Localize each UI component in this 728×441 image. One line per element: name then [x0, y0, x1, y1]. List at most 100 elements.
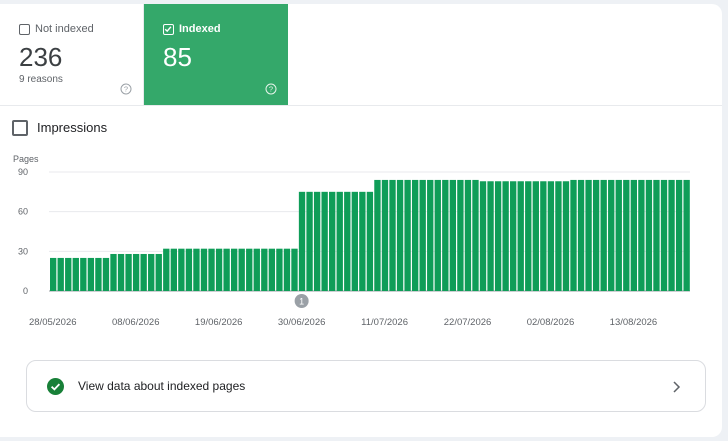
bar[interactable]: [185, 248, 193, 291]
bar[interactable]: [110, 253, 117, 291]
bar[interactable]: [57, 257, 64, 291]
bar[interactable]: [494, 181, 502, 291]
bar[interactable]: [479, 181, 487, 291]
bar[interactable]: [374, 179, 381, 291]
bar[interactable]: [253, 248, 260, 291]
bar[interactable]: [223, 248, 230, 291]
bar[interactable]: [457, 179, 464, 291]
bar[interactable]: [359, 191, 366, 291]
bar[interactable]: [50, 257, 57, 291]
bar[interactable]: [95, 257, 102, 291]
impressions-checkbox[interactable]: [12, 120, 28, 136]
bar[interactable]: [80, 257, 87, 291]
bar[interactable]: [215, 248, 223, 291]
bar[interactable]: [472, 179, 479, 291]
not-indexed-reasons: 9 reasons: [19, 74, 63, 85]
bar[interactable]: [208, 248, 215, 291]
not-indexed-checkbox[interactable]: [19, 24, 30, 35]
bar[interactable]: [411, 179, 419, 291]
bar[interactable]: [268, 248, 276, 291]
bar[interactable]: [381, 179, 389, 291]
bar[interactable]: [419, 179, 426, 291]
bar[interactable]: [313, 191, 321, 291]
bar[interactable]: [592, 179, 600, 291]
bar[interactable]: [351, 191, 358, 291]
bar[interactable]: [132, 253, 140, 291]
indexed-count: 85: [163, 42, 192, 72]
bar[interactable]: [170, 248, 177, 291]
bar[interactable]: [396, 179, 404, 291]
bar[interactable]: [276, 248, 283, 291]
view-indexed-pages-link[interactable]: View data about indexed pages: [26, 360, 706, 412]
not-indexed-label: Not indexed: [35, 23, 94, 35]
bar[interactable]: [389, 179, 396, 291]
bar[interactable]: [487, 181, 494, 291]
bar[interactable]: [230, 248, 238, 291]
bar[interactable]: [321, 191, 328, 291]
annotation-marker[interactable]: [294, 294, 309, 308]
bar[interactable]: [163, 248, 170, 291]
impressions-label: Impressions: [37, 120, 108, 135]
bar[interactable]: [577, 179, 585, 291]
bar[interactable]: [653, 179, 660, 291]
bar[interactable]: [404, 179, 411, 291]
bar[interactable]: [623, 179, 630, 291]
bar[interactable]: [329, 191, 336, 291]
indexed-tile[interactable]: Indexed 85 ?: [144, 4, 288, 105]
bar[interactable]: [72, 257, 79, 291]
not-indexed-tile[interactable]: Not indexed 236 9 reasons ?: [0, 4, 144, 105]
bar[interactable]: [532, 181, 539, 291]
bar[interactable]: [525, 181, 532, 291]
bar[interactable]: [434, 179, 441, 291]
bar[interactable]: [608, 179, 615, 291]
bar[interactable]: [246, 248, 253, 291]
indexed-checkbox[interactable]: [163, 24, 174, 35]
bar[interactable]: [238, 248, 245, 291]
bar[interactable]: [442, 179, 449, 291]
bar[interactable]: [298, 191, 306, 291]
bar[interactable]: [306, 191, 313, 291]
bar[interactable]: [562, 181, 570, 291]
bar[interactable]: [261, 248, 268, 291]
bar[interactable]: [464, 179, 472, 291]
bar[interactable]: [638, 179, 645, 291]
bar[interactable]: [615, 179, 622, 291]
bar[interactable]: [200, 248, 208, 291]
x-tick-label: 02/08/2026: [527, 317, 575, 328]
bar[interactable]: [668, 179, 675, 291]
bar[interactable]: [87, 257, 95, 291]
not-indexed-count: 236: [19, 42, 63, 72]
bar[interactable]: [291, 248, 298, 291]
bar[interactable]: [193, 248, 200, 291]
bar[interactable]: [283, 248, 291, 291]
bar[interactable]: [366, 191, 374, 291]
bar[interactable]: [585, 179, 592, 291]
bar[interactable]: [65, 257, 72, 291]
bar[interactable]: [555, 181, 562, 291]
bar[interactable]: [449, 179, 457, 291]
bar[interactable]: [336, 191, 343, 291]
bar[interactable]: [140, 253, 147, 291]
bar[interactable]: [117, 253, 125, 291]
bar[interactable]: [630, 179, 638, 291]
bar[interactable]: [540, 181, 547, 291]
bar[interactable]: [645, 179, 653, 291]
bar[interactable]: [102, 257, 110, 291]
bar[interactable]: [344, 191, 351, 291]
bar[interactable]: [502, 181, 509, 291]
bar[interactable]: [148, 253, 155, 291]
bar[interactable]: [675, 179, 683, 291]
help-circle-icon[interactable]: ?: [120, 83, 132, 95]
bar[interactable]: [570, 179, 577, 291]
bar[interactable]: [510, 181, 517, 291]
help-circle-icon[interactable]: ?: [265, 83, 277, 95]
bar[interactable]: [517, 181, 524, 291]
bar[interactable]: [178, 248, 185, 291]
bar[interactable]: [660, 179, 668, 291]
bar[interactable]: [125, 253, 132, 291]
bar[interactable]: [427, 179, 434, 291]
bar[interactable]: [683, 179, 690, 291]
bar[interactable]: [547, 181, 555, 291]
bar[interactable]: [600, 179, 607, 291]
bar[interactable]: [155, 253, 162, 291]
